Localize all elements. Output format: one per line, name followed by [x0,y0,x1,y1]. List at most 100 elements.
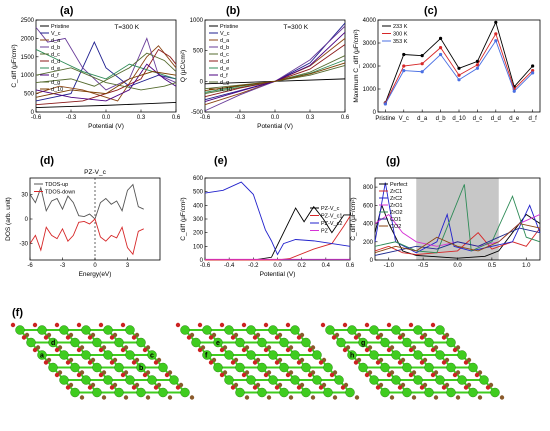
oxygen-atom [252,360,258,365]
series-line-5 [35,48,177,106]
y-tick-label: 0 [200,79,204,85]
oxygen-atom [375,385,381,390]
panel-label-b: (b) [226,5,240,17]
x-axis-label: Energy(eV) [79,271,112,278]
x-tick-label: Pristine [375,116,396,122]
x-tick-label: d_e [509,116,520,122]
phosphorus-atom [310,395,316,400]
phosphorus-atom [367,370,373,375]
phosphorus-atom [499,395,505,400]
oxygen-atom [76,347,82,353]
y-tick-label: 0 [370,258,374,264]
x-tick-label: d_f [528,116,537,122]
carbon-atom [290,375,300,385]
phosphorus-atom [266,345,272,350]
oxygen-atom [375,335,381,340]
x-tick-label: 0.3 [306,115,315,121]
series-line-3 [35,27,177,91]
oxygen-atom [296,385,302,390]
carbon-atom [37,325,47,335]
y-tick-label: 400 [363,222,374,228]
oxygen-atom [386,372,392,378]
x-axis-label: Potential (V) [88,123,124,130]
phosphorus-atom [57,370,63,375]
legend-entry: ZrO1 [390,203,403,209]
chart-b: -0.6 -0.3 0.0 0.3 0.6 -500 0 500 1000 Potential (… [180,18,350,130]
x-tick-label: d_b [436,116,447,122]
legend-entry: TDOS-up [45,182,68,188]
x-tick-label: -0.3 [235,115,246,121]
carbon-atom [224,375,234,385]
oxygen-atom [285,372,291,378]
data-point [438,36,443,41]
oxygen-atom [441,385,447,390]
phosphorus-atom [79,370,85,375]
oxygen-atom [430,347,436,353]
site-label: e [216,340,220,347]
y-tick-label: 30 [21,192,28,198]
x-tick-label: 0.0 [273,263,282,269]
oxygen-atom [353,335,359,340]
legend-entry: V_c [51,31,61,37]
phosphorus-atom [288,370,294,375]
phosphorus-atom [211,332,217,338]
oxygen-atom [463,385,469,390]
carbon-atom [70,337,80,348]
legend-entry: PZ [321,229,329,235]
phosphorus-atom [277,332,283,338]
oxygen-atom [340,385,346,390]
phosphorus-atom [112,357,118,363]
carbon-atom [402,387,412,398]
phosphorus-atom [266,370,272,375]
legend-entry: d_10 [220,87,232,93]
phosphorus-atom [389,370,395,375]
carbon-atom [347,325,357,335]
phosphorus-atom [145,370,151,375]
oxygen-atom [320,322,326,328]
legend-entry: d_f [51,73,59,79]
carbon-atom [81,375,91,385]
legend-entry: 233 K [393,24,408,30]
phosphorus-atom [411,370,417,375]
oxygen-atom [285,347,291,353]
phosphorus-atom [244,345,250,350]
site-label: f [205,353,208,360]
y-tick-label: -30 [19,242,28,248]
carbon-atom [136,337,146,348]
phosphorus-atom [477,395,483,400]
oxygen-atom [296,360,302,365]
phosphorus-atom [233,332,239,338]
phosphorus-atom [79,395,85,400]
oxygen-atom [419,335,425,340]
oxygen-atom [87,360,93,365]
carbon-atom [369,375,379,385]
carbon-atom [413,325,423,335]
panel-label-c: (c) [424,5,438,17]
carbon-atom [257,337,267,348]
series-line-0 [205,205,350,261]
oxygen-atom [397,385,403,390]
carbon-atom [369,350,379,360]
data-point [457,66,461,70]
carbon-atom [235,362,245,373]
oxygen-atom [397,335,403,340]
x-tick-label: d_d [491,116,501,122]
y-tick-label: 0 [25,217,29,223]
carbon-atom [336,337,346,348]
phosphorus-atom [255,382,261,388]
x-tick-label: 0.2 [297,263,306,269]
data-point [475,66,480,70]
legend-entry: d_e [220,66,229,72]
series-line-7 [35,63,177,102]
chart-g: -1.0 -0.5 0.0 0.5 1.0 0 200 400 600 800 C_diff (μF… [350,177,541,269]
carbon-atom [92,337,102,348]
data-point [494,20,498,24]
data-point [438,52,443,57]
x-tick-label: 0.0 [102,115,111,121]
data-point [420,70,424,74]
oxygen-atom [87,335,93,340]
phosphorus-atom [422,357,428,363]
oxygen-atom [120,347,126,353]
phosphorus-atom [389,395,395,400]
oxygen-atom [109,335,115,340]
